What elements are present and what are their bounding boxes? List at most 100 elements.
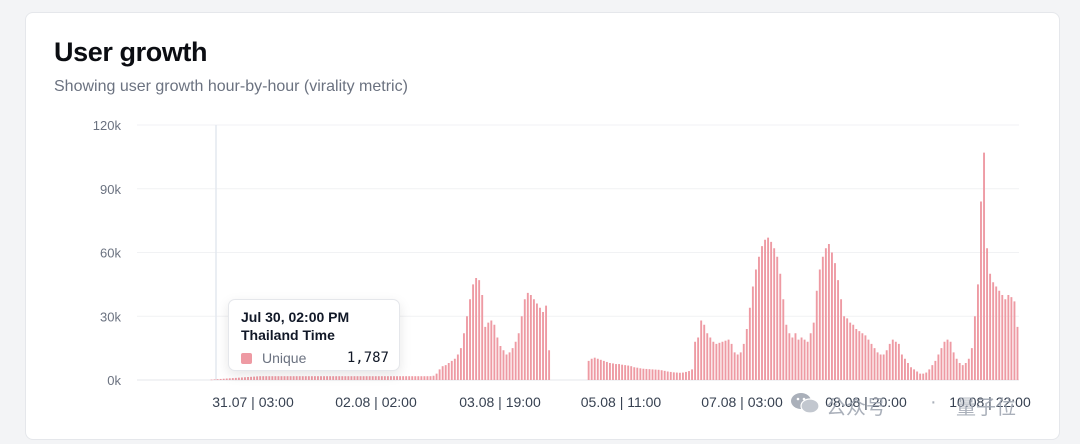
bar[interactable] [934, 360, 937, 381]
bar[interactable] [794, 333, 797, 380]
bar[interactable] [402, 376, 405, 380]
bar[interactable] [393, 376, 395, 380]
bar[interactable] [818, 269, 821, 381]
bar[interactable] [286, 376, 289, 380]
bar[interactable] [1004, 299, 1007, 380]
bar[interactable] [952, 352, 955, 381]
bar[interactable] [505, 354, 508, 381]
bar[interactable] [742, 343, 745, 381]
bar[interactable] [718, 342, 721, 380]
bar[interactable] [420, 376, 423, 380]
bar[interactable] [341, 376, 344, 380]
bar[interactable] [694, 341, 697, 380]
bar[interactable] [490, 320, 493, 381]
bar[interactable] [271, 376, 274, 380]
bar[interactable] [1016, 326, 1019, 381]
bar[interactable] [1007, 295, 1010, 380]
bar[interactable] [213, 379, 216, 380]
bar[interactable] [536, 303, 538, 381]
bar[interactable] [958, 363, 961, 380]
bar[interactable] [672, 372, 675, 380]
bar[interactable] [295, 376, 298, 380]
bar[interactable] [745, 329, 748, 380]
bar[interactable] [329, 376, 332, 380]
bar[interactable] [913, 369, 916, 381]
bar[interactable] [1013, 301, 1016, 381]
bar[interactable] [648, 369, 651, 380]
bar[interactable] [633, 367, 636, 380]
bar[interactable] [715, 343, 718, 381]
bar[interactable] [426, 376, 429, 380]
bar[interactable] [943, 341, 946, 380]
bar[interactable] [441, 366, 444, 380]
bar[interactable] [356, 376, 359, 380]
bar[interactable] [493, 324, 496, 380]
bar[interactable] [326, 376, 329, 380]
bar[interactable] [834, 263, 836, 381]
bar[interactable] [456, 354, 459, 381]
bar[interactable] [250, 376, 252, 380]
bar[interactable] [247, 377, 249, 380]
bar[interactable] [545, 305, 548, 381]
bar[interactable] [885, 350, 888, 380]
bar[interactable] [399, 376, 402, 380]
bar[interactable] [237, 377, 240, 380]
bar[interactable] [508, 352, 511, 381]
bar[interactable] [417, 376, 420, 380]
bar[interactable] [280, 376, 283, 380]
bar[interactable] [660, 370, 663, 380]
bar[interactable] [499, 346, 502, 380]
bar[interactable] [761, 246, 763, 381]
bar[interactable] [879, 354, 882, 381]
bar[interactable] [900, 354, 903, 381]
bar[interactable] [992, 282, 995, 380]
bar[interactable] [481, 295, 484, 380]
bar[interactable] [791, 337, 794, 381]
bar[interactable] [390, 376, 392, 380]
bar[interactable] [642, 368, 645, 380]
bar[interactable] [919, 373, 922, 381]
bar[interactable] [758, 256, 760, 380]
bar[interactable] [925, 372, 928, 380]
bar[interactable] [283, 376, 286, 380]
bar[interactable] [685, 371, 687, 380]
bar[interactable] [815, 290, 818, 380]
bar[interactable] [973, 316, 976, 380]
bar[interactable] [608, 363, 611, 380]
bar[interactable] [703, 324, 706, 380]
bar[interactable] [599, 359, 602, 380]
bar[interactable] [228, 378, 231, 380]
bar[interactable] [837, 280, 839, 381]
bar[interactable] [484, 326, 487, 381]
bar[interactable] [453, 358, 456, 380]
bar[interactable] [517, 333, 520, 380]
bar[interactable] [605, 361, 608, 380]
bar[interactable] [396, 376, 398, 380]
bar[interactable] [776, 256, 779, 380]
bar[interactable] [216, 379, 219, 380]
bar[interactable] [949, 341, 952, 380]
bar[interactable] [870, 343, 873, 381]
bar[interactable] [955, 358, 958, 380]
bar[interactable] [353, 376, 356, 380]
bar[interactable] [225, 378, 228, 380]
bar[interactable] [733, 352, 736, 381]
bar[interactable] [532, 299, 535, 380]
bar[interactable] [748, 307, 751, 380]
bar[interactable] [736, 354, 739, 381]
bar[interactable] [587, 360, 590, 381]
bar[interactable] [447, 363, 450, 380]
bar[interactable] [916, 371, 919, 381]
bar[interactable] [332, 376, 335, 380]
bar[interactable] [831, 252, 833, 381]
bar[interactable] [675, 372, 678, 380]
bar[interactable] [514, 341, 517, 380]
bar[interactable] [317, 376, 319, 380]
bar[interactable] [438, 369, 441, 381]
bar[interactable] [989, 273, 992, 380]
bar[interactable] [602, 360, 605, 381]
bar[interactable] [386, 376, 389, 380]
bar[interactable] [359, 376, 362, 380]
bar[interactable] [320, 376, 322, 380]
bar[interactable] [712, 341, 715, 380]
